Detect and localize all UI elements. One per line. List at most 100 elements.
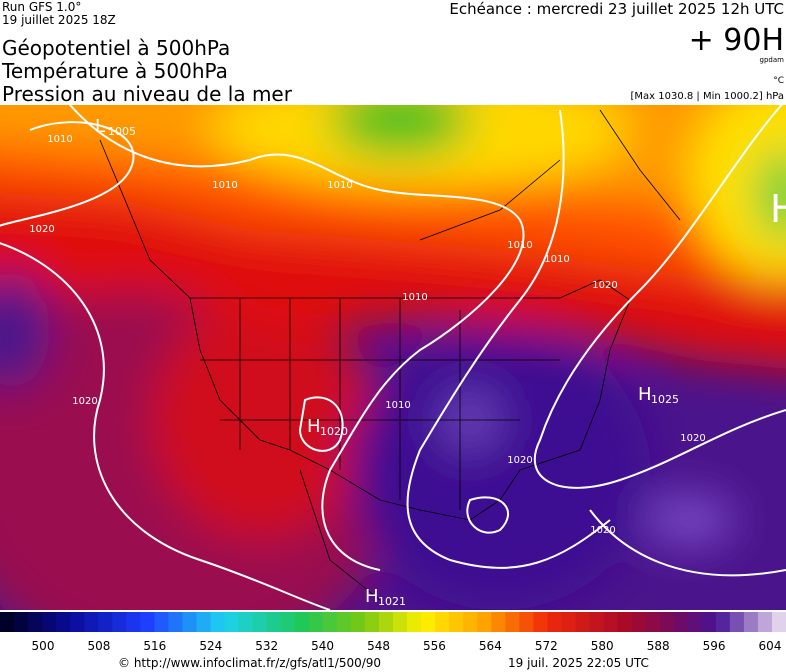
pressure-center: H: [770, 187, 786, 231]
isobar-label: 1020: [72, 396, 97, 407]
pressure-value: 1005: [108, 125, 136, 138]
colorbar-tick-label: 516: [143, 639, 166, 653]
colorbar-tick-label: 580: [591, 639, 614, 653]
colorbar-swatch: [28, 612, 43, 632]
colorbar-swatch: [645, 612, 661, 632]
colorbar-tick-label: 596: [703, 639, 726, 653]
colorbar-swatch: [238, 612, 254, 632]
run-label: Run GFS 1.0°: [2, 0, 81, 14]
colorbar-swatch: [575, 612, 590, 632]
colorbar-swatch: [126, 612, 141, 632]
pressure-extremes: [Max 1030.8 | Min 1000.2] hPa: [630, 91, 784, 102]
colorbar-swatch: [252, 612, 268, 632]
colorbar-swatch: [70, 612, 85, 632]
isobar-label: 1010: [507, 240, 532, 251]
colorbar-swatch: [449, 612, 464, 632]
colorbar-swatch: [463, 612, 478, 632]
isobar-label: 1020: [590, 525, 615, 536]
colorbar-swatch: [673, 612, 689, 632]
colorbar-tick-label: 548: [367, 639, 390, 653]
colorbar-tick-label: 500: [32, 639, 55, 653]
run-date: 19 juillet 2025 18Z: [2, 13, 116, 27]
colorbar-swatch: [477, 612, 492, 632]
colorbar-swatch: [42, 612, 57, 632]
colorbar-swatch: [364, 612, 380, 632]
colorbar-swatch: [533, 612, 548, 632]
isobar-label: 1010: [47, 134, 72, 145]
colorbar-swatch: [294, 612, 310, 632]
unit-label: gpdam: [760, 56, 785, 64]
pressure-center: L: [95, 116, 105, 137]
colorbar-swatch: [196, 612, 212, 632]
colorbar-swatch: [421, 612, 436, 632]
isobar-label: 1010: [544, 254, 569, 265]
colorbar-swatch: [336, 612, 352, 632]
colorbar-swatch: [491, 612, 506, 632]
colorbar-tick-label: 564: [479, 639, 502, 653]
pressure-center: H: [307, 416, 321, 437]
colorbar-swatch: [168, 612, 183, 632]
colorbar-swatch: [617, 612, 633, 632]
colorbar-tick-label: 588: [647, 639, 670, 653]
colorbar-swatch: [154, 612, 169, 632]
colorbar-swatch: [0, 612, 15, 632]
generated-time: 19 juil. 2025 22:05 UTC: [508, 656, 649, 670]
colorbar-swatch: [280, 612, 296, 632]
colorbar-swatch: [547, 612, 562, 632]
colorbar-swatch: [729, 612, 745, 632]
colorbar-tick-label: 540: [311, 639, 334, 653]
colorbar-swatch: [757, 612, 773, 632]
colorbar-swatch: [603, 612, 619, 632]
isobar-label: 1020: [507, 455, 532, 466]
isobar-label: 1010: [212, 180, 237, 191]
colorbar-tick-label: 556: [423, 639, 446, 653]
colorbar-swatch: [182, 612, 197, 632]
colorbar-swatch: [659, 612, 675, 632]
colorbar-swatch: [14, 612, 29, 632]
colorbar-swatch: [266, 612, 282, 632]
lead-time: + 90H: [689, 23, 784, 58]
colorbar-swatch: [350, 612, 366, 632]
colorbar-swatch: [84, 612, 99, 632]
source-link[interactable]: © http://www.infoclimat.fr/z/gfs/atl1/50…: [118, 656, 381, 670]
colorbar-swatch: [701, 612, 717, 632]
pressure-center: H: [365, 586, 379, 607]
colorbar-tick-label: 524: [199, 639, 222, 653]
colorbar-tick-label: 604: [759, 639, 782, 653]
colorbar-swatch: [210, 612, 226, 632]
colorbar-swatch: [435, 612, 450, 632]
map-title: Température à 500hPa: [1, 59, 228, 83]
colorbar-swatch: [589, 612, 605, 632]
colorbar-swatch: [322, 612, 338, 632]
isobar-label: 1020: [592, 280, 617, 291]
map-title: Pression au niveau de la mer: [2, 82, 293, 106]
temp-unit: °C: [773, 76, 784, 86]
colorbar-swatch: [308, 612, 324, 632]
map-title: Géopotentiel à 500hPa: [2, 36, 230, 60]
colorbar-swatch: [112, 612, 127, 632]
colorbar-swatch: [505, 612, 520, 632]
colorbar-tick-label: 508: [87, 639, 110, 653]
valid-time: Echéance : mercredi 23 juillet 2025 12h …: [449, 0, 784, 18]
colorbar-swatch: [715, 612, 731, 632]
isobar-label: 1020: [29, 224, 54, 235]
isobar-label: 1010: [402, 292, 427, 303]
colorbar-swatch: [224, 612, 240, 632]
colorbar: 500 508 516 524 532 540 548 556 564 572 580 588 596 6…: [0, 612, 786, 653]
colorbar-swatch: [687, 612, 703, 632]
colorbar-swatch: [393, 612, 408, 632]
pressure-value: 1021: [378, 595, 406, 608]
colorbar-swatch: [378, 612, 394, 632]
colorbar-swatch: [56, 612, 71, 632]
isobar-label: 1010: [327, 180, 352, 191]
isobar-label: 1020: [680, 433, 705, 444]
isobar-label: 1010: [385, 400, 410, 411]
map: [0, 105, 786, 610]
colorbar-swatch: [561, 612, 576, 632]
colorbar-swatch: [771, 612, 786, 632]
pressure-value: 1020: [320, 425, 348, 438]
pressure-value: 1025: [651, 393, 679, 406]
colorbar-swatch: [743, 612, 759, 632]
